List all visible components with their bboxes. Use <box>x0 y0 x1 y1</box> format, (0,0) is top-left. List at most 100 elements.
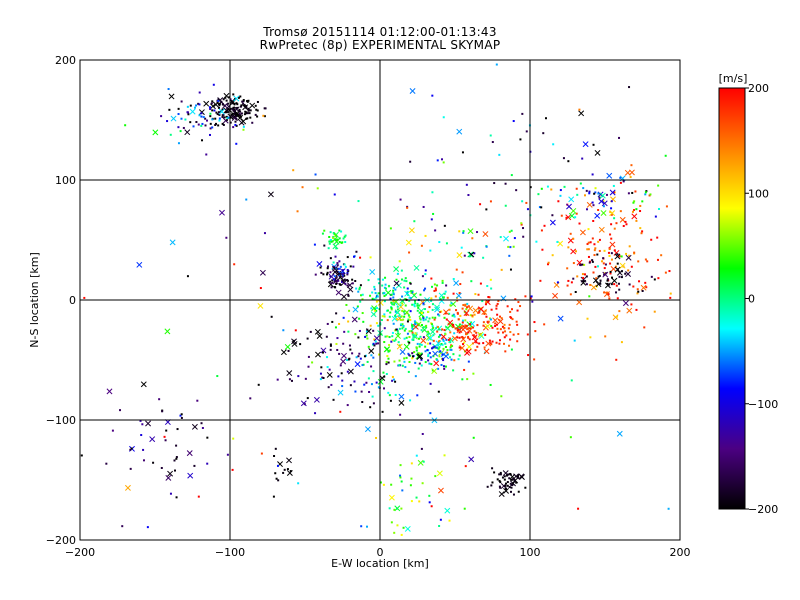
cross-stroke <box>398 393 405 400</box>
data-point <box>594 265 597 268</box>
data-point <box>451 325 454 328</box>
data-point <box>515 320 518 323</box>
data-point <box>420 312 423 315</box>
data-point <box>509 331 512 334</box>
data-point <box>610 283 613 286</box>
data-point <box>398 314 401 317</box>
data-point-cross <box>570 248 577 255</box>
cross-stroke <box>601 200 608 207</box>
data-point <box>408 354 411 357</box>
data-point <box>428 494 431 497</box>
data-point <box>197 495 200 498</box>
data-point <box>582 280 585 283</box>
data-point <box>232 109 235 112</box>
data-point <box>211 109 214 112</box>
data-point <box>429 356 432 359</box>
data-point <box>365 330 368 333</box>
data-point <box>141 423 144 426</box>
data-point <box>508 230 511 233</box>
cross-stroke <box>466 343 473 350</box>
data-point <box>452 277 455 280</box>
data-point <box>436 359 439 362</box>
data-point <box>328 240 331 243</box>
data-point <box>411 291 414 294</box>
data-point <box>432 346 435 349</box>
data-point <box>200 115 203 118</box>
data-point <box>407 352 410 355</box>
data-point-cross <box>388 494 395 501</box>
data-point <box>462 230 465 233</box>
data-point-cross <box>405 239 412 246</box>
cross-stroke <box>598 198 605 205</box>
data-point-cross <box>614 253 621 260</box>
data-point <box>407 370 410 373</box>
cross-stroke <box>384 346 391 353</box>
data-point <box>452 323 455 326</box>
cross-stroke <box>427 335 434 342</box>
data-point <box>461 307 464 310</box>
data-point-cross <box>339 268 346 275</box>
data-point <box>273 455 276 458</box>
cross-stroke <box>443 309 449 316</box>
data-point <box>340 230 343 233</box>
data-point <box>592 271 595 274</box>
data-point <box>589 283 592 286</box>
data-point <box>345 303 348 306</box>
data-point <box>516 309 519 312</box>
data-point-cross <box>624 169 631 176</box>
data-point <box>639 210 642 213</box>
data-point-cross <box>267 191 274 198</box>
cross-stroke <box>513 473 519 480</box>
data-point <box>581 273 584 276</box>
data-point <box>195 121 198 124</box>
data-point <box>465 308 468 311</box>
data-point <box>382 292 385 295</box>
data-point <box>587 255 590 258</box>
cross-stroke <box>313 396 320 403</box>
data-point <box>620 341 623 344</box>
data-point <box>390 301 393 304</box>
data-point <box>414 321 417 324</box>
data-point <box>511 308 514 311</box>
data-point <box>591 259 594 262</box>
data-point <box>239 105 242 108</box>
data-point <box>314 273 317 276</box>
data-point <box>570 281 573 284</box>
cross-stroke <box>164 328 171 335</box>
data-point <box>200 112 203 115</box>
data-point <box>609 272 612 275</box>
data-point <box>465 183 468 186</box>
data-point <box>499 486 502 489</box>
data-point <box>430 277 433 280</box>
data-point <box>208 133 211 136</box>
data-point <box>396 305 399 308</box>
data-point <box>650 275 653 278</box>
cross-stroke <box>613 249 620 256</box>
data-point <box>180 100 183 103</box>
data-point <box>644 193 647 196</box>
data-point <box>222 123 225 126</box>
data-point <box>598 195 601 198</box>
data-point <box>372 370 375 373</box>
cross-stroke <box>403 343 410 350</box>
data-point <box>341 385 344 388</box>
data-point <box>218 113 221 116</box>
data-point <box>402 318 405 321</box>
data-point-cross <box>519 474 525 481</box>
data-point <box>124 124 127 127</box>
data-point <box>503 478 506 481</box>
data-point <box>505 334 508 337</box>
cross-stroke <box>218 108 225 115</box>
data-point <box>439 311 442 314</box>
data-point <box>375 300 378 303</box>
data-point <box>594 247 597 250</box>
cross-stroke <box>393 280 400 287</box>
data-point <box>406 290 409 293</box>
data-point <box>422 302 425 305</box>
data-point <box>336 337 339 340</box>
data-point <box>499 481 502 484</box>
data-point <box>416 394 419 397</box>
data-point <box>540 187 543 190</box>
data-point <box>326 356 329 359</box>
data-point-cross <box>485 340 492 347</box>
